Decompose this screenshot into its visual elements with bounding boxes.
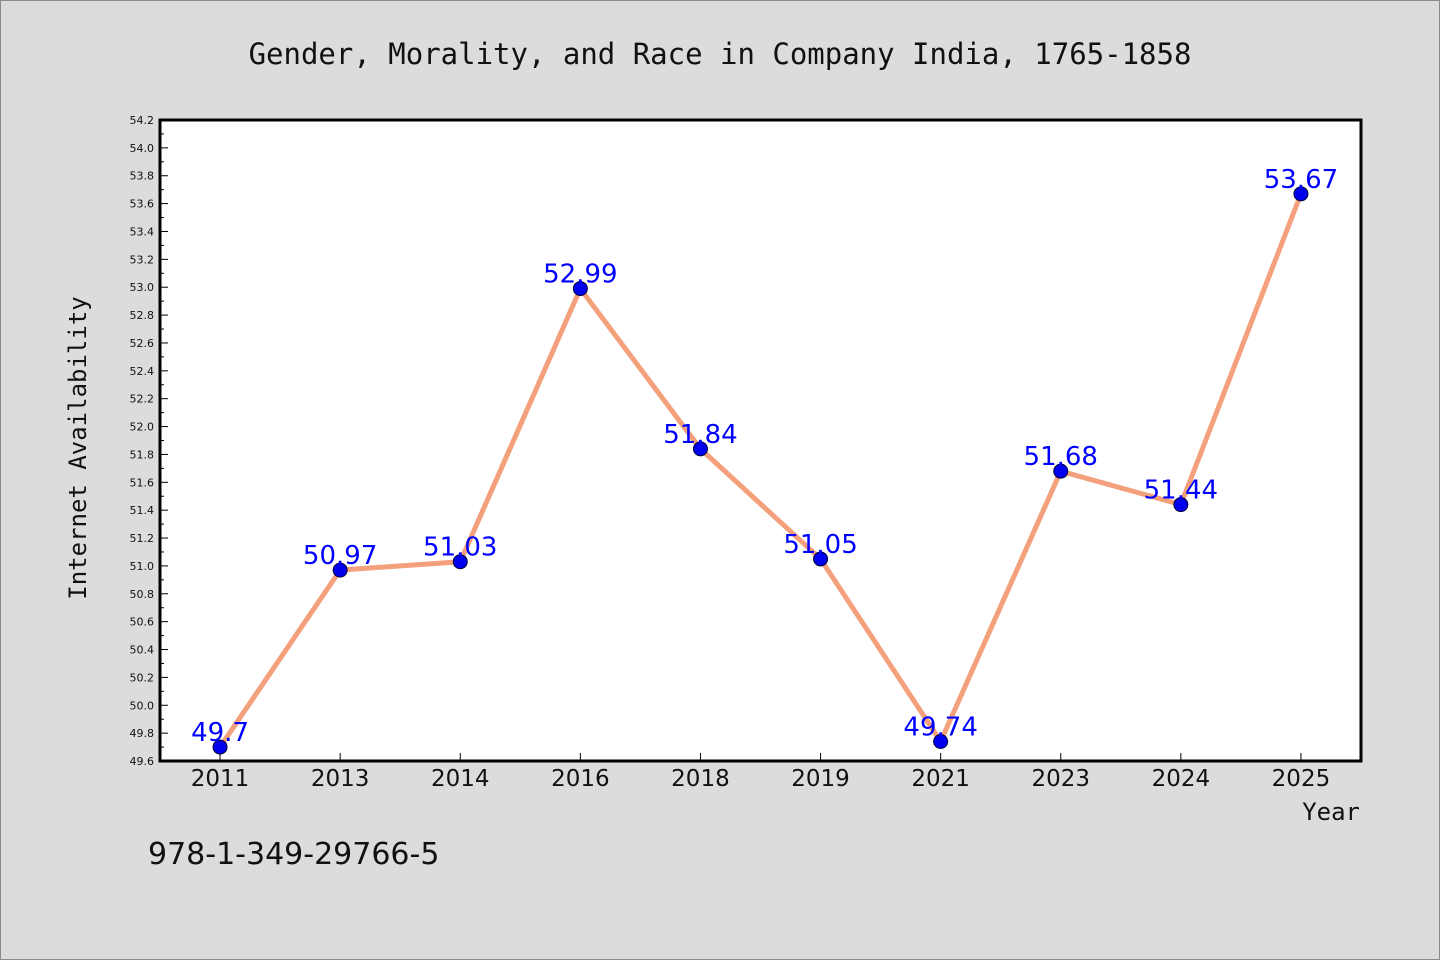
y-tick-label: 54.0 <box>130 142 155 155</box>
x-tick-label: 2016 <box>551 766 610 792</box>
y-tick-label: 52.4 <box>130 365 155 378</box>
data-label: 51.84 <box>663 420 737 450</box>
data-label: 52.99 <box>543 260 617 290</box>
x-tick-label: 2023 <box>1031 766 1090 792</box>
y-tick-label: 53.4 <box>130 225 155 238</box>
x-tick-label: 2011 <box>191 766 250 792</box>
x-tick-label: 2018 <box>671 766 730 792</box>
y-tick-label: 50.6 <box>130 616 155 629</box>
x-tick-label: 2019 <box>791 766 850 792</box>
data-label-layer: 49.7 50.97 51.03 52.99 51.84 51.05 49.74 51.68 5… <box>191 165 1338 748</box>
x-axis-title: Year <box>1302 798 1360 826</box>
data-label: 49.74 <box>903 712 977 742</box>
x-axis: 2011 2013 2014 2016 2018 2019 2021 2023 2024 2025 <box>191 753 1330 792</box>
y-tick-label: 51.6 <box>130 476 155 489</box>
y-tick-label: 50.4 <box>130 644 155 657</box>
data-label: 49.7 <box>191 718 249 748</box>
x-tick-label: 2025 <box>1272 766 1331 792</box>
y-tick-label: 52.8 <box>130 309 155 322</box>
y-tick-label: 52.6 <box>130 337 155 350</box>
data-label: 53.67 <box>1264 165 1338 195</box>
y-tick-label: 53.6 <box>130 198 155 211</box>
y-tick-label: 51.8 <box>130 448 155 461</box>
data-point <box>212 739 228 755</box>
series-line <box>217 191 1304 750</box>
x-tick-label: 2014 <box>431 766 490 792</box>
data-label: 51.03 <box>423 533 497 563</box>
plot-area <box>158 118 1363 763</box>
data-point <box>452 554 468 570</box>
data-point <box>332 562 348 578</box>
y-axis: 49.6 49.8 50.0 50.2 50.4 50.6 50.8 51.0 51.2 51.4… <box>130 114 168 768</box>
data-label: 51.05 <box>783 530 857 560</box>
y-tick-label: 50.2 <box>130 671 155 684</box>
y-tick-label: 50.8 <box>130 588 155 601</box>
y-tick-label: 51.0 <box>130 560 155 573</box>
y-tick-label: 50.0 <box>130 699 155 712</box>
x-tick-label: 2021 <box>911 766 970 792</box>
data-point <box>1293 186 1309 202</box>
y-tick-label: 52.0 <box>130 421 155 434</box>
data-point <box>933 733 949 749</box>
y-tick-label: 49.6 <box>130 755 155 768</box>
y-tick-label: 54.2 <box>130 114 155 127</box>
data-point <box>1053 463 1069 479</box>
y-tick-label: 53.2 <box>130 253 155 266</box>
y-tick-label: 53.8 <box>130 170 155 183</box>
chart-title: Gender, Morality, and Race in Company In… <box>249 37 1192 71</box>
x-tick-label: 2024 <box>1152 766 1211 792</box>
y-axis-title: Internet Availability <box>64 296 92 599</box>
data-label: 51.68 <box>1024 442 1098 472</box>
x-tick-label: 2013 <box>311 766 370 792</box>
y-tick-label: 49.8 <box>130 727 155 740</box>
data-point <box>1173 497 1189 513</box>
y-tick-label: 52.2 <box>130 393 155 406</box>
data-point <box>572 281 588 297</box>
data-label: 50.97 <box>303 541 377 571</box>
data-label: 51.44 <box>1144 476 1218 506</box>
y-tick-label: 51.4 <box>130 504 155 517</box>
footer-isbn: 978-1-349-29766-5 <box>148 837 439 872</box>
data-point <box>813 551 829 567</box>
series-layer <box>212 186 1309 755</box>
y-tick-label: 51.2 <box>130 532 155 545</box>
y-tick-label: 53.0 <box>130 281 155 294</box>
data-point <box>692 441 708 457</box>
